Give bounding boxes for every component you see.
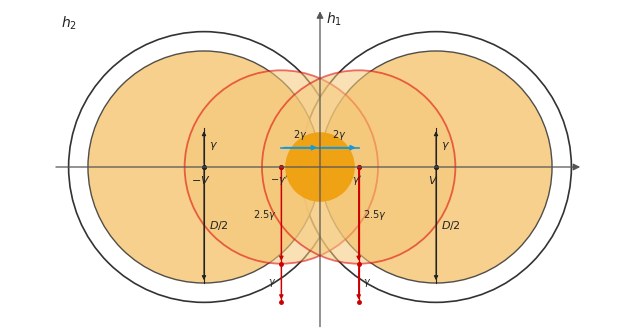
Text: $-\gamma'$: $-\gamma'$ bbox=[270, 174, 289, 188]
Text: $\gamma$: $\gamma$ bbox=[364, 277, 371, 289]
Circle shape bbox=[301, 32, 572, 302]
Text: $D/2$: $D/2$ bbox=[441, 218, 461, 231]
Text: $2.5\gamma$: $2.5\gamma$ bbox=[364, 208, 387, 222]
Text: $\gamma$: $\gamma$ bbox=[441, 140, 450, 152]
Circle shape bbox=[262, 70, 456, 264]
Circle shape bbox=[68, 32, 339, 302]
Text: $h_1$: $h_1$ bbox=[326, 10, 342, 28]
Text: $V$: $V$ bbox=[428, 174, 438, 186]
Text: $h_2$: $h_2$ bbox=[61, 14, 77, 32]
Text: $\gamma'$: $\gamma'$ bbox=[352, 174, 362, 188]
Circle shape bbox=[184, 70, 378, 264]
Text: $\gamma$: $\gamma$ bbox=[269, 277, 276, 289]
Circle shape bbox=[320, 51, 552, 283]
Text: $2\gamma$: $2\gamma$ bbox=[294, 128, 308, 142]
Text: $-V$: $-V$ bbox=[191, 174, 211, 186]
Text: $2.5\gamma$: $2.5\gamma$ bbox=[253, 208, 276, 222]
Circle shape bbox=[285, 132, 355, 202]
Circle shape bbox=[88, 51, 320, 283]
Text: $\gamma$: $\gamma$ bbox=[209, 140, 218, 152]
Text: $D/2$: $D/2$ bbox=[209, 218, 228, 231]
Text: $2\gamma$: $2\gamma$ bbox=[332, 128, 346, 142]
